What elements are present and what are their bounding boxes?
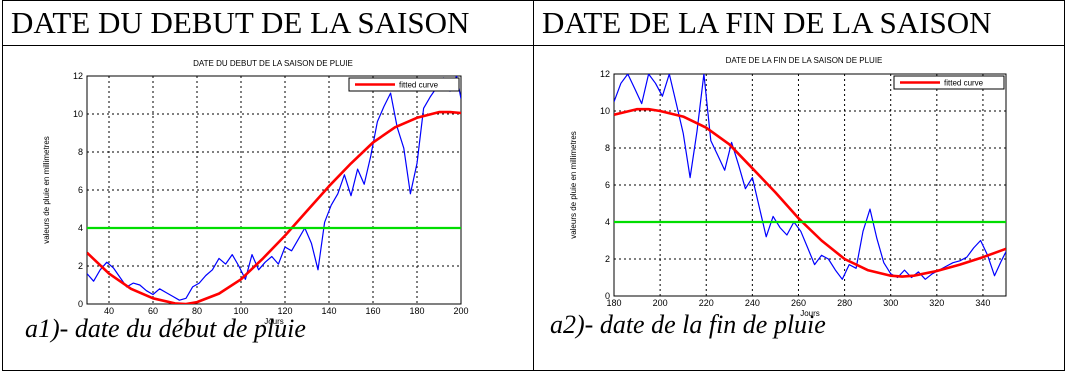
y-tick-label: 8 — [78, 147, 83, 157]
y-axis-label: valeurs de pluie en millimetres — [42, 136, 51, 244]
x-tick-label: 340 — [975, 298, 990, 308]
x-tick-label: 180 — [606, 298, 621, 308]
y-tick-label: 12 — [600, 69, 610, 79]
x-tick-label: 160 — [365, 306, 380, 316]
left-chart-cell: DATE DU DEBUT DE LA SAISON DE PLUIE 40 60 8… — [2, 45, 534, 371]
right-chart-cell: DATE DE LA FIN DE LA SAISON DE PLUIE 180 2… — [533, 45, 1065, 371]
right-header: DATE DE LA FIN DE LA SAISON — [542, 5, 992, 40]
x-tick-label: 320 — [929, 298, 944, 308]
fitted-series-line — [87, 110, 461, 304]
y-tick-label: 10 — [73, 109, 83, 119]
x-axis-label: Jours — [800, 309, 820, 318]
y-tick-label: 2 — [605, 254, 610, 264]
x-axis-label: Jours — [264, 317, 284, 326]
y-tick-label: 6 — [605, 180, 610, 190]
y-tick-label: 0 — [78, 299, 83, 309]
x-tick-label: 40 — [104, 306, 114, 316]
right-caption: a2)- date de la fin de pluie — [550, 310, 826, 339]
y-axis-label: valeurs de pluie en millimetres — [569, 131, 578, 239]
x-tick-label: 100 — [233, 306, 248, 316]
x-tick-label: 120 — [277, 306, 292, 316]
x-tick-label: 200 — [453, 306, 468, 316]
y-tick-label: 12 — [73, 71, 83, 81]
legend-box — [893, 75, 1005, 90]
left-caption: a1)- date du début de pluie — [25, 314, 306, 343]
chart-title: DATE DE LA FIN DE LA SAISON DE PLUIE — [726, 56, 883, 65]
x-tick-label: 300 — [883, 298, 898, 308]
x-tick-label: 200 — [653, 298, 668, 308]
y-tick-label: 0 — [605, 291, 610, 301]
y-tick-label: 4 — [78, 223, 83, 233]
legend: fitted curve — [348, 77, 460, 92]
y-tick-label: 8 — [605, 143, 610, 153]
legend-label: fitted curve — [399, 81, 439, 90]
left-header: DATE DU DEBUT DE LA SAISON — [11, 5, 470, 40]
left-header-cell: DATE DU DEBUT DE LA SAISON — [2, 0, 534, 46]
fitted-series-line — [614, 107, 1006, 278]
y-tick-label: 10 — [600, 106, 610, 116]
y-tick-label: 2 — [78, 261, 83, 271]
x-tick-label: 180 — [409, 306, 424, 316]
x-tick-label: 80 — [192, 306, 202, 316]
legend: fitted curve — [893, 75, 1005, 90]
y-tick-label: 6 — [78, 185, 83, 195]
observed-series-line — [87, 76, 461, 301]
y-tick-label: 4 — [605, 217, 610, 227]
x-tick-label: 60 — [148, 306, 158, 316]
x-tick-label: 280 — [837, 298, 852, 308]
right-header-cell: DATE DE LA FIN DE LA SAISON — [533, 0, 1065, 46]
x-tick-label: 220 — [699, 298, 714, 308]
chart-title: DATE DU DEBUT DE LA SAISON DE PLUIE — [193, 59, 353, 68]
legend-box — [348, 77, 460, 92]
legend-label: fitted curve — [944, 79, 984, 88]
end-season-chart: DATE DE LA FIN DE LA SAISON DE PLUIE 180 2… — [569, 56, 1007, 318]
x-tick-label: 240 — [745, 298, 760, 308]
x-tick-label: 140 — [321, 306, 336, 316]
x-tick-label: 260 — [791, 298, 806, 308]
